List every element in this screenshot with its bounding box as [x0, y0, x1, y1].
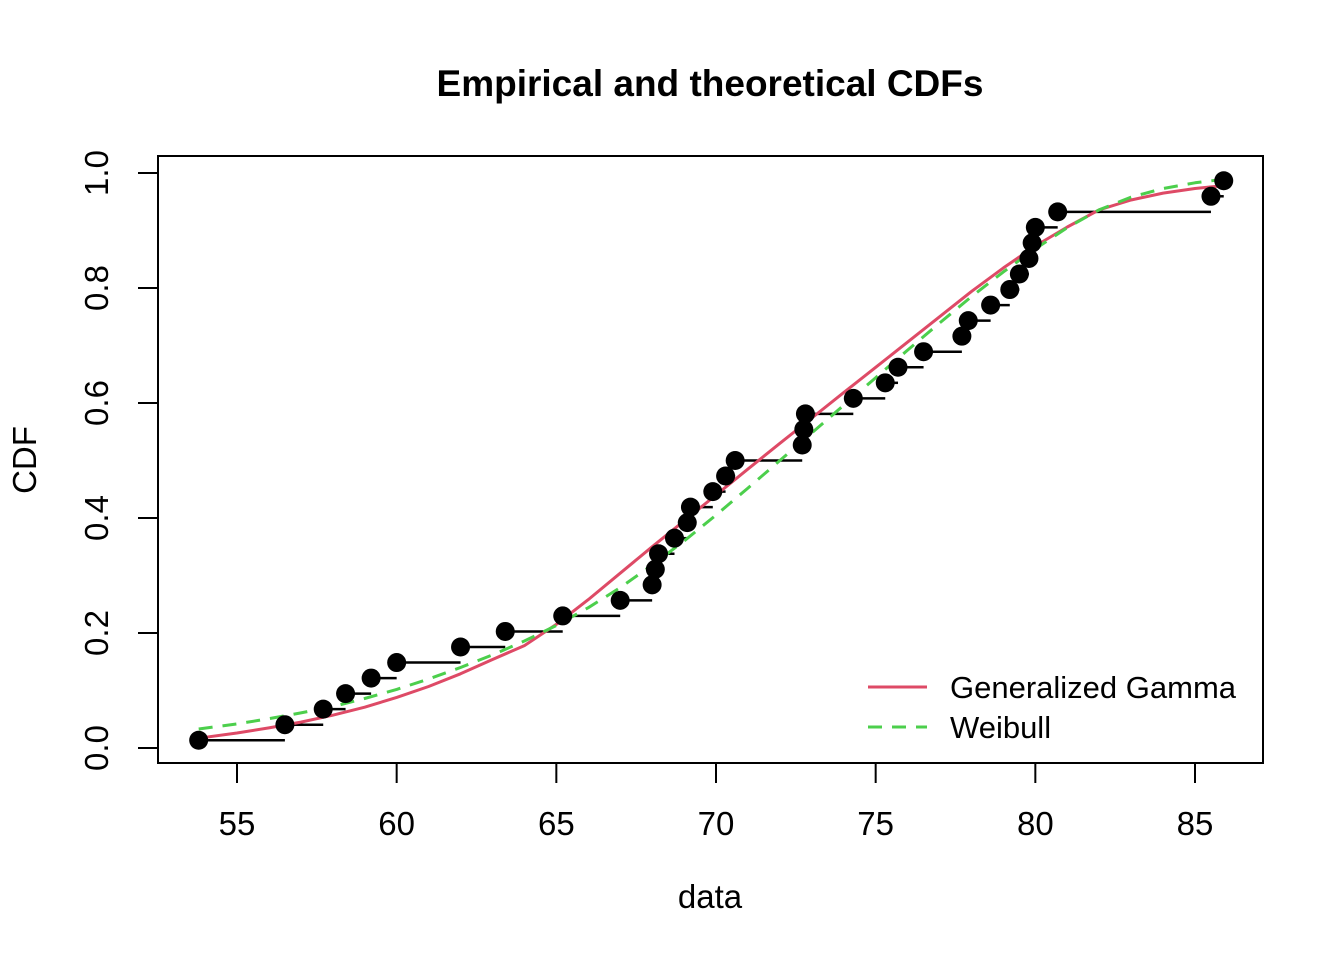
x-tick-label: 55 [219, 805, 256, 842]
x-tick-label: 70 [698, 805, 735, 842]
data-point [703, 482, 723, 502]
data-point [361, 668, 381, 688]
empirical-step-segments [198, 195, 1224, 742]
data-point [275, 715, 295, 735]
data-point [1019, 248, 1039, 268]
y-tick-label: 0.2 [78, 610, 115, 656]
legend: Generalized Gamma Weibull [868, 670, 1237, 745]
x-tick-label: 65 [538, 805, 575, 842]
data-point [451, 637, 471, 657]
data-point [664, 528, 684, 548]
data-point [189, 730, 209, 750]
data-point [914, 342, 934, 362]
x-tick-label: 85 [1177, 805, 1214, 842]
data-point [725, 451, 745, 470]
y-axis-ticks: 0.0 0.2 0.4 0.6 0.8 1.0 [78, 150, 158, 771]
data-point [387, 653, 407, 673]
data-point [553, 606, 573, 626]
data-point [1025, 217, 1045, 237]
data-point [610, 590, 630, 610]
data-point [794, 419, 814, 439]
data-point [1009, 264, 1029, 284]
chart-title: Empirical and theoretical CDFs [437, 63, 984, 104]
plot-frame [157, 155, 1264, 764]
data-point [795, 404, 815, 424]
legend-label-weibull: Weibull [950, 710, 1051, 745]
weibull-curve [198, 177, 1224, 731]
y-tick-label: 1.0 [78, 150, 115, 196]
legend-label-generalized-gamma: Generalized Gamma [950, 670, 1237, 705]
data-point [1048, 202, 1068, 222]
y-tick-label: 0.6 [78, 380, 115, 426]
data-point [792, 435, 812, 455]
data-point [677, 513, 697, 533]
data-point [1000, 280, 1020, 300]
x-axis-label: data [678, 878, 743, 915]
data-point [981, 295, 1001, 315]
data-point [716, 466, 736, 486]
data-point [1214, 171, 1234, 191]
data-point [875, 373, 895, 393]
y-tick-label: 0.0 [78, 725, 115, 771]
data-point [958, 311, 978, 331]
data-point [680, 497, 700, 517]
x-tick-label: 75 [857, 805, 894, 842]
data-point [952, 326, 972, 346]
data-point [1201, 186, 1221, 206]
data-point [336, 684, 356, 704]
x-tick-label: 60 [378, 805, 415, 842]
data-point [642, 575, 662, 595]
y-axis-label: CDF [6, 426, 43, 494]
data-point [645, 559, 665, 579]
x-axis-ticks: 55 60 65 70 75 80 85 [219, 763, 1214, 842]
data-point [649, 544, 669, 564]
theoretical-curves [198, 177, 1224, 740]
data-point [495, 621, 515, 641]
data-point [313, 699, 333, 719]
data-point [888, 357, 908, 377]
data-point [1022, 233, 1042, 253]
x-tick-label: 80 [1017, 805, 1054, 842]
y-tick-label: 0.8 [78, 265, 115, 311]
y-tick-label: 0.4 [78, 495, 115, 541]
data-point [843, 388, 863, 408]
empirical-points [189, 171, 1234, 750]
generalized-gamma-curve [198, 184, 1224, 740]
